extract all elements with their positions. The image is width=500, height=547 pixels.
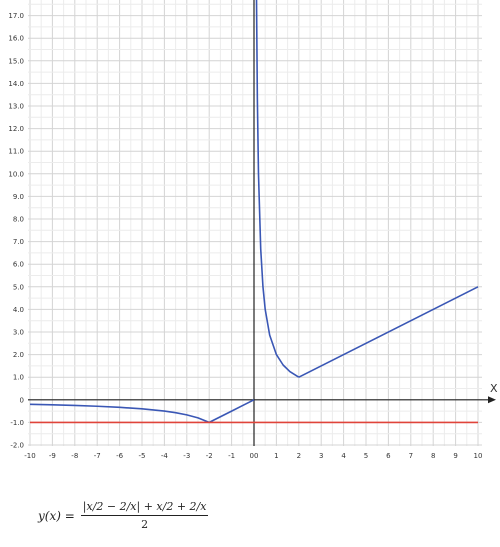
formula-fraction: |x/2 − 2/x| + x/2 + 2/x 2 [80, 500, 209, 531]
tick-labels: -10 -9 -8 -7 -6 -5 -4 -3 -2 -1 0 0 1 2 3 4 5 6 7 8 9 1017.016… [8, 12, 482, 460]
x-tick-label: -2 [206, 452, 213, 460]
y-tick-label: -2.0 [10, 442, 24, 450]
x-tick-label: -7 [94, 452, 101, 460]
y-tick-label: 16.0 [8, 35, 24, 43]
x-tick-label: 8 [431, 452, 435, 460]
y-tick-label: -1.0 [10, 419, 24, 427]
x-tick-label: -1 [228, 452, 235, 460]
x-tick-label: -4 [161, 452, 169, 460]
y-tick-label: 3.0 [13, 329, 24, 337]
function-plot: -10 -9 -8 -7 -6 -5 -4 -3 -2 -1 0 0 1 2 3 4 5 6 7 8 9 1017.016… [8, 0, 498, 460]
y-tick-label: 2.0 [13, 351, 24, 359]
x-tick-label: 1 [274, 452, 278, 460]
series-line-segment [298, 286, 479, 378]
y-tick-label: 12.0 [8, 125, 24, 133]
grid [28, 0, 482, 446]
formula-denominator: 2 [141, 518, 149, 531]
formula-numerator: |x/2 − 2/x| + x/2 + 2/x [80, 500, 209, 516]
y-tick-label: 1.0 [13, 374, 24, 382]
y-tick-label: 7.0 [13, 238, 24, 246]
y-tick-label: 13.0 [8, 103, 24, 111]
x-axis-arrow-icon [488, 396, 496, 404]
x-tick-label: 3 [319, 452, 323, 460]
y-tick-label: 6.0 [13, 261, 24, 269]
x-tick-label: -8 [71, 452, 78, 460]
series-line-segment [208, 399, 255, 424]
x-tick-label: 5 [364, 452, 368, 460]
x-axis-label: X [490, 382, 498, 395]
x-tick-label: 6 [386, 452, 391, 460]
y-tick-label: 15.0 [8, 57, 24, 65]
series-line-segment [255, 0, 300, 378]
y-tick-label: 14.0 [8, 80, 24, 88]
x-tick-label: -10 [24, 452, 35, 460]
x-tick-label: 0 [250, 452, 254, 460]
y-tick-label: 11.0 [8, 148, 24, 156]
y-tick-label: 8.0 [13, 216, 24, 224]
x-tick-label: -6 [116, 452, 124, 460]
x-tick-label: 10 [474, 452, 483, 460]
x-tick-label: 7 [409, 452, 413, 460]
y-tick-label: 10.0 [8, 170, 24, 178]
y-tick-label: 5.0 [13, 283, 24, 291]
x-tick-label: -5 [139, 452, 146, 460]
x-tick-label: 9 [453, 452, 457, 460]
series [29, 0, 479, 424]
series-line-segment [29, 403, 210, 424]
formula: y(x) = |x/2 − 2/x| + x/2 + 2/x 2 [38, 500, 209, 531]
series-function [29, 0, 479, 424]
axes [28, 0, 496, 446]
y-tick-label: 17.0 [8, 12, 24, 20]
y-tick-label: 4.0 [13, 306, 24, 314]
x-tick-label: 0 [254, 452, 258, 460]
x-tick-label: 2 [297, 452, 301, 460]
x-tick-label: 4 [341, 452, 346, 460]
x-tick-label: -3 [183, 452, 190, 460]
y-tick-label: 0 [20, 396, 24, 404]
y-tick-label: 9.0 [13, 193, 24, 201]
x-tick-label: -9 [49, 452, 56, 460]
formula-lhs: y(x) = [38, 508, 75, 523]
